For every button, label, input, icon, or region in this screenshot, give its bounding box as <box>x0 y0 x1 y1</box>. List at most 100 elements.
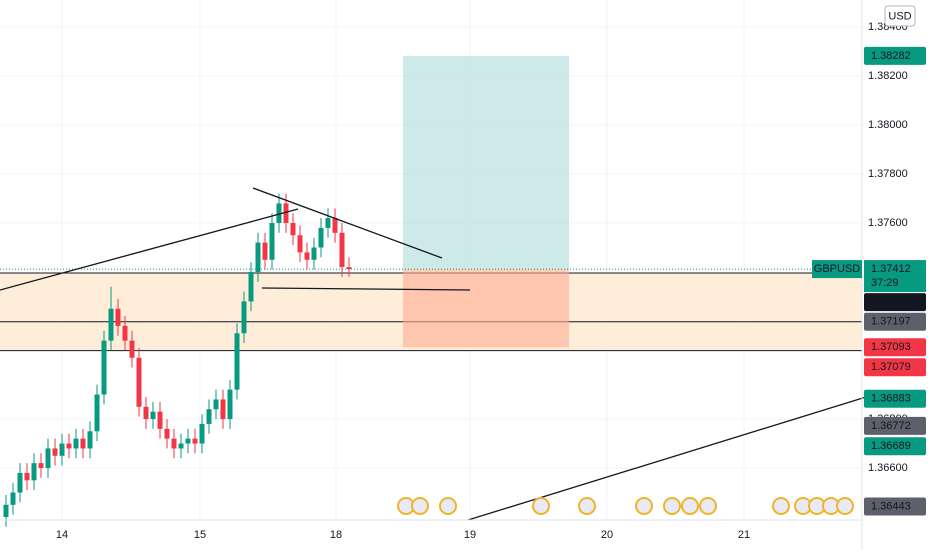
candle-body <box>3 504 9 518</box>
candle <box>213 389 219 420</box>
candle <box>101 330 107 405</box>
candle <box>115 298 121 336</box>
candle <box>143 396 149 429</box>
candle-body <box>52 448 58 456</box>
candle-body <box>325 218 331 228</box>
candle <box>192 428 198 454</box>
candle-body <box>171 438 177 449</box>
price-badge <box>864 437 926 456</box>
x-tick-label: 14 <box>56 529 68 541</box>
event-icon[interactable] <box>411 497 429 515</box>
x-tick-label: 19 <box>464 529 476 541</box>
price-badge <box>864 416 926 435</box>
stop-area <box>403 269 569 348</box>
event-icon[interactable] <box>836 497 854 515</box>
candle <box>269 213 275 270</box>
event-icon[interactable] <box>772 497 790 515</box>
y-tick-label: 1.36600 <box>868 462 908 474</box>
candle <box>129 330 135 368</box>
price-badge <box>864 338 926 357</box>
candle-body <box>269 222 275 260</box>
candle-body <box>283 203 289 223</box>
candle-body <box>73 438 79 449</box>
candle-body <box>122 325 128 341</box>
candle-body <box>332 218 338 233</box>
candle-body <box>24 472 30 481</box>
candle-body <box>311 247 317 260</box>
candle <box>80 428 86 459</box>
candle <box>297 225 303 263</box>
candle-body <box>157 411 163 429</box>
candle <box>346 257 352 277</box>
candle <box>318 218 324 258</box>
candle <box>241 291 247 344</box>
candle <box>332 208 338 243</box>
drawings <box>0 187 867 521</box>
candle-body <box>45 448 51 469</box>
candle-body <box>66 443 72 449</box>
candle-body <box>318 227 324 248</box>
event-icon[interactable] <box>663 497 681 515</box>
y-tick-label: 1.38000 <box>868 119 908 131</box>
symbol-badge <box>812 260 862 279</box>
x-tick-label: 20 <box>601 529 613 541</box>
event-icon[interactable] <box>439 497 457 515</box>
candle-body <box>80 438 86 449</box>
candle-body <box>262 242 268 260</box>
candle-body <box>143 406 149 420</box>
candle <box>52 438 58 466</box>
event-icon[interactable] <box>681 497 699 515</box>
y-tick-label: 1.38200 <box>868 70 908 82</box>
currency-button[interactable] <box>884 5 916 27</box>
price-badge <box>864 293 926 312</box>
event-icon[interactable] <box>635 497 653 515</box>
candle-body <box>297 235 303 253</box>
candle <box>178 433 184 459</box>
y-tick-label: 1.37800 <box>868 168 908 180</box>
x-tick-label: 21 <box>738 529 750 541</box>
candle-body <box>164 428 170 439</box>
price-badge <box>864 389 926 408</box>
x-tick-label: 18 <box>330 529 342 541</box>
candle-body <box>136 357 142 407</box>
candle-body <box>94 394 100 432</box>
event-icon[interactable] <box>532 497 550 515</box>
price-badge <box>864 497 926 516</box>
candle <box>220 389 226 429</box>
candle <box>311 237 317 270</box>
price-badge <box>864 312 926 331</box>
trend-line <box>252 187 443 259</box>
candle-body <box>31 463 37 481</box>
event-icon[interactable] <box>578 497 596 515</box>
candle <box>234 323 240 400</box>
candle-body <box>206 409 212 424</box>
candle-body <box>241 301 247 334</box>
currency[interactable]: USD <box>888 10 911 22</box>
candle-body <box>339 232 345 268</box>
candle-body <box>115 308 121 326</box>
candle-body <box>248 272 254 302</box>
price-badge-label: 1.37079 <box>871 361 911 373</box>
price-badge-label: 1.36772 <box>871 420 911 432</box>
candle-body <box>290 222 296 236</box>
candle <box>255 232 261 282</box>
candle <box>73 428 79 459</box>
candle-body <box>101 340 107 395</box>
price-badge-label: 1.36689 <box>871 440 911 452</box>
price-badge <box>864 46 926 65</box>
symbol-label: GBPUSD <box>814 263 861 275</box>
event-icon[interactable] <box>699 497 717 515</box>
price-badge-label: 1.37412 <box>871 263 911 275</box>
price-badge-label: 1.38282 <box>871 50 911 62</box>
candle-body <box>17 472 23 493</box>
zone-layer <box>0 55 862 352</box>
candle <box>87 421 93 459</box>
candle-body <box>150 411 156 420</box>
candle <box>31 453 37 491</box>
candle-body <box>213 399 219 410</box>
candle-body <box>304 252 310 260</box>
candle <box>157 401 163 439</box>
candle-body <box>10 492 16 505</box>
candle <box>276 193 282 233</box>
